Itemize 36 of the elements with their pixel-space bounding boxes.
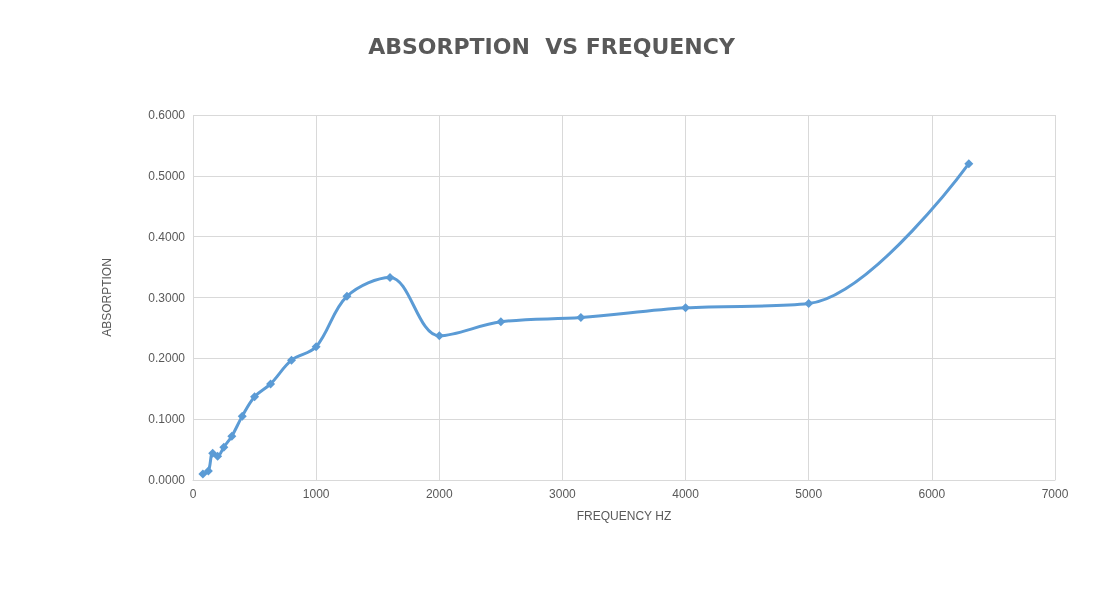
x-axis-title: FREQUENCY HZ (576, 509, 672, 523)
x-tick-label: 4000 (672, 487, 700, 501)
y-tick-label: 0.6000 (148, 108, 186, 122)
point (496, 317, 506, 327)
point (287, 355, 297, 365)
y-tick-label: 0.1000 (148, 412, 186, 427)
point (385, 272, 395, 282)
point (804, 299, 814, 309)
x-tick-label: 6000 (918, 487, 946, 501)
point (237, 411, 247, 421)
point (342, 291, 352, 301)
x-tick-label: 5000 (795, 487, 823, 501)
point (964, 159, 974, 169)
y-tick-label: 0.3000 (148, 290, 186, 305)
point (198, 469, 208, 479)
y-tick-label: 0.5000 (148, 168, 186, 183)
point (213, 451, 223, 461)
point (250, 392, 260, 402)
x-tick-label: 0 (189, 487, 197, 501)
x-tick-label: 1000 (302, 487, 330, 501)
point (576, 313, 586, 323)
point (227, 431, 237, 441)
chart-title: ABSORPTION VS FREQUENCY (368, 33, 736, 59)
y-tick-label: 0.4000 (148, 229, 186, 244)
point (219, 442, 229, 452)
y-tick-label: 0.2000 (148, 351, 186, 366)
x-tick-label: 3000 (549, 487, 577, 501)
point (208, 448, 218, 458)
point (266, 379, 276, 389)
point (203, 466, 213, 476)
point (434, 331, 444, 341)
point (311, 342, 321, 352)
y-axis-title: ABSORPTION (100, 258, 114, 337)
x-tick-label: 2000 (425, 487, 453, 501)
x-tick-label: 7000 (1041, 487, 1069, 501)
y-tick-label: 0.0000 (148, 473, 186, 487)
